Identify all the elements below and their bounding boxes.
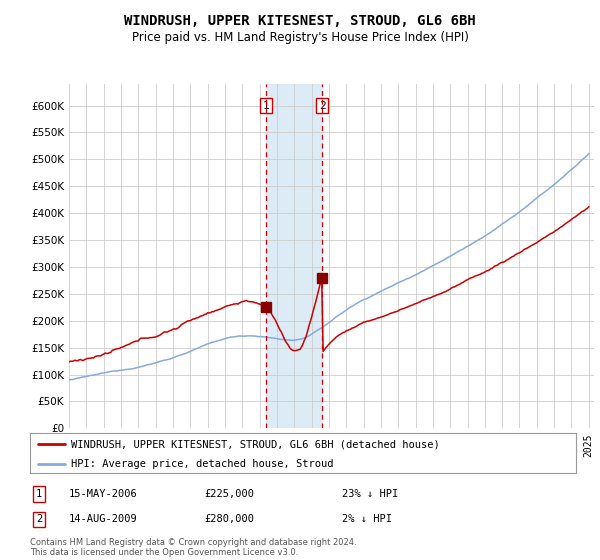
Text: 2: 2 <box>36 514 42 524</box>
Text: 2% ↓ HPI: 2% ↓ HPI <box>342 514 392 524</box>
Bar <box>266 84 322 428</box>
Text: HPI: Average price, detached house, Stroud: HPI: Average price, detached house, Stro… <box>71 459 334 469</box>
Text: 2: 2 <box>319 101 326 110</box>
Text: £225,000: £225,000 <box>204 489 254 499</box>
Text: WINDRUSH, UPPER KITESNEST, STROUD, GL6 6BH (detached house): WINDRUSH, UPPER KITESNEST, STROUD, GL6 6… <box>71 439 440 449</box>
Text: Price paid vs. HM Land Registry's House Price Index (HPI): Price paid vs. HM Land Registry's House … <box>131 31 469 44</box>
Text: WINDRUSH, UPPER KITESNEST, STROUD, GL6 6BH: WINDRUSH, UPPER KITESNEST, STROUD, GL6 6… <box>124 14 476 28</box>
Text: 15-MAY-2006: 15-MAY-2006 <box>69 489 138 499</box>
Text: £280,000: £280,000 <box>204 514 254 524</box>
Text: 1: 1 <box>263 101 269 110</box>
Text: 23% ↓ HPI: 23% ↓ HPI <box>342 489 398 499</box>
Text: 1: 1 <box>36 489 42 499</box>
Text: Contains HM Land Registry data © Crown copyright and database right 2024.
This d: Contains HM Land Registry data © Crown c… <box>30 538 356 557</box>
Text: 14-AUG-2009: 14-AUG-2009 <box>69 514 138 524</box>
